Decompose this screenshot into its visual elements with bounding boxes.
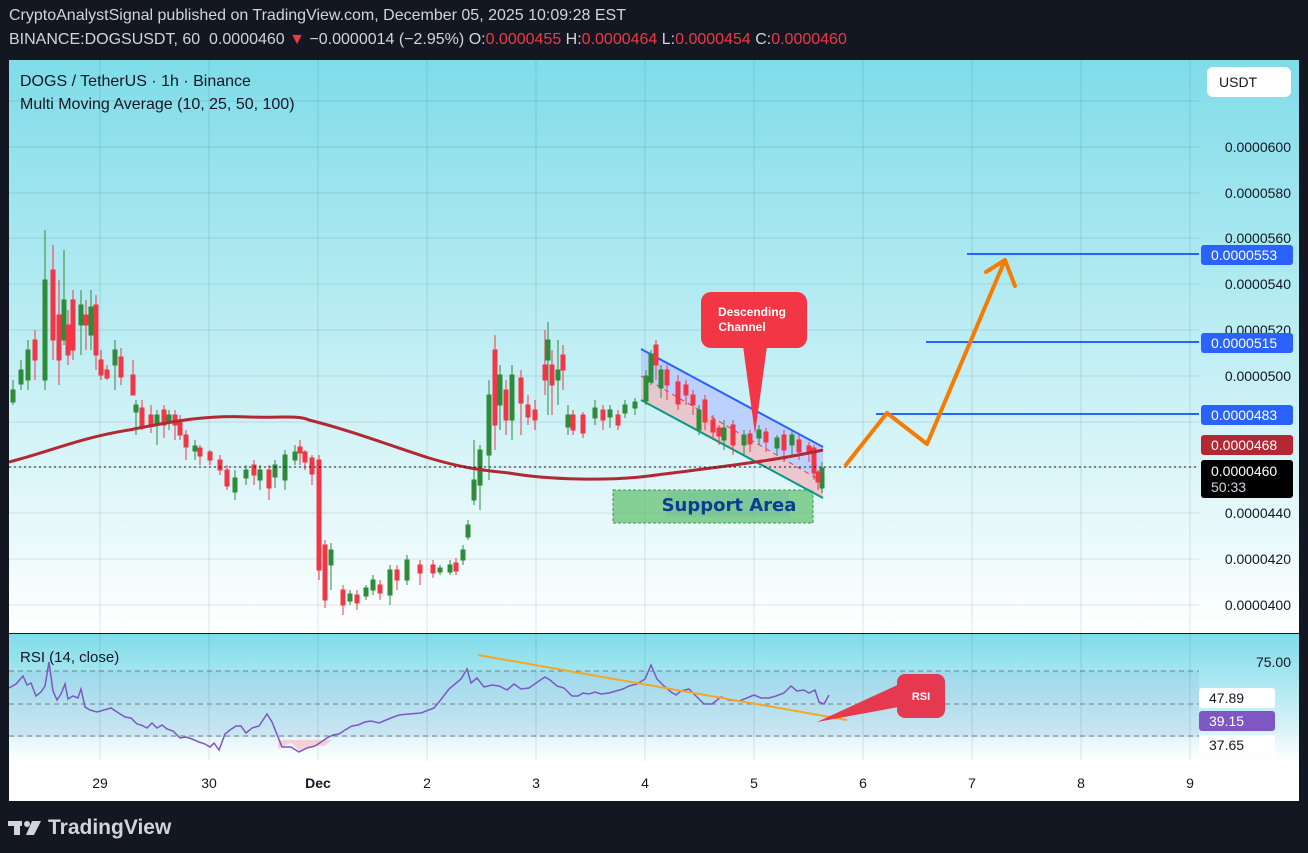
open-label: O: [468,31,486,48]
close-label: C: [755,31,772,48]
last-price: 0.0000460 [209,31,285,48]
target-tag-553: 0.0000553 [1201,245,1293,265]
high-label: H: [565,31,582,48]
rsi-line [9,661,830,753]
channel-lower-line [640,399,824,499]
rsi-axis[interactable]: 75.00 47.89 39.15 37.65 [1199,634,1299,761]
projection-arrow [843,259,1007,468]
rsi-lower-tag: 37.65 [1199,735,1275,755]
time-tick: 30 [201,775,217,791]
support-area-label: Support Area [662,495,797,516]
low-label: L: [661,31,676,48]
time-tick: 4 [641,775,649,791]
brand-name: TradingView [48,816,172,839]
target-tag-483: 0.0000483 [1201,405,1293,425]
time-tick: 7 [968,775,976,791]
channel-callout: Descending Channel [701,292,807,434]
time-tick: 5 [750,775,758,791]
low-value: 0.0000454 [675,31,751,48]
last-price-value: 0.0000460 [1211,463,1278,479]
tradingview-logo-icon [8,821,41,835]
time-tick: 29 [92,775,108,791]
symbol: BINANCE:DOGSUSDT, 60 [9,31,201,48]
chart-container[interactable]: Descending Channel Support Area DOGS / T… [9,60,1299,801]
price-label: 0.0000600 [1224,139,1291,155]
projection-arrowhead [984,258,1017,288]
price-change: −0.0000014 (−2.95%) [309,31,465,48]
rsi-oversold-fill [278,740,332,752]
rsi-trendline [477,654,848,721]
channel-callout-line2: Channel [718,320,765,334]
rsi-callout: RSI [817,674,945,722]
price-label: 0.0000500 [1224,368,1291,384]
rsi-value-tag: 39.15 [1199,711,1275,731]
price-label: 0.0000420 [1224,551,1291,567]
last-price-tag: 0.0000460 50:33 [1201,460,1293,498]
channel-callout-line1: Descending [718,305,786,319]
target-tag-515: 0.0000515 [1201,333,1293,353]
rsi-pane[interactable]: RSI RSI (14, close) [9,634,1199,761]
time-tick: 3 [532,775,540,791]
publish-info: CryptoAnalystSignal published on Trading… [9,7,626,24]
time-tick: Dec [305,775,331,791]
channel-upper-line [640,348,824,448]
price-pane[interactable]: Descending Channel Support Area DOGS / T… [9,60,1199,633]
symbol-info-bar: BINANCE:DOGSUSDT, 60 0.0000460 ▼ −0.0000… [9,31,847,49]
close-value: 0.0000460 [771,31,847,48]
support-area-box [612,489,814,524]
time-tick: 9 [1186,775,1194,791]
rsi-chart-svg: RSI [9,634,1199,761]
time-tick: 2 [423,775,431,791]
rsi-ma-tag: 47.89 [1199,688,1275,708]
ma-value-tag: 0.0000468 [1201,435,1293,455]
high-value: 0.0000464 [581,31,658,48]
rsi-callout-label: RSI [912,691,930,703]
price-label: 0.0000540 [1224,276,1291,292]
candles [10,230,825,615]
open-value: 0.0000455 [485,31,562,48]
price-label: 0.0000580 [1224,185,1291,201]
pane-separator[interactable] [9,633,1299,634]
price-axis[interactable]: USDT 0.0000600 0.0000580 0.0000560 0.000… [1199,60,1299,633]
currency-button[interactable]: USDT [1207,67,1291,97]
rsi-legend[interactable]: RSI (14, close) [20,649,120,666]
channel-mid-line [640,375,824,483]
time-tick: 8 [1077,775,1085,791]
price-label: 0.0000440 [1224,505,1291,521]
tradingview-logo[interactable]: TradingView [8,816,171,840]
indicator-label-mma[interactable]: Multi Moving Average (10, 25, 50, 100) [20,96,295,113]
bar-countdown: 50:33 [1211,479,1247,495]
time-tick: 6 [859,775,867,791]
time-axis[interactable]: 29 30 Dec 2 3 4 5 6 7 8 9 [9,761,1199,801]
price-label: 0.0000400 [1224,597,1291,613]
price-label: 0.0000560 [1224,230,1291,246]
rsi-upper-label: 75.00 [1255,654,1291,670]
down-arrow-icon: ▼ [289,31,305,48]
chart-title[interactable]: DOGS / TetherUS · 1h · Binance [20,73,251,90]
price-chart-svg: Descending Channel Support Area [9,60,1199,633]
moving-average-line [9,415,824,481]
grid-lines [9,60,1199,633]
